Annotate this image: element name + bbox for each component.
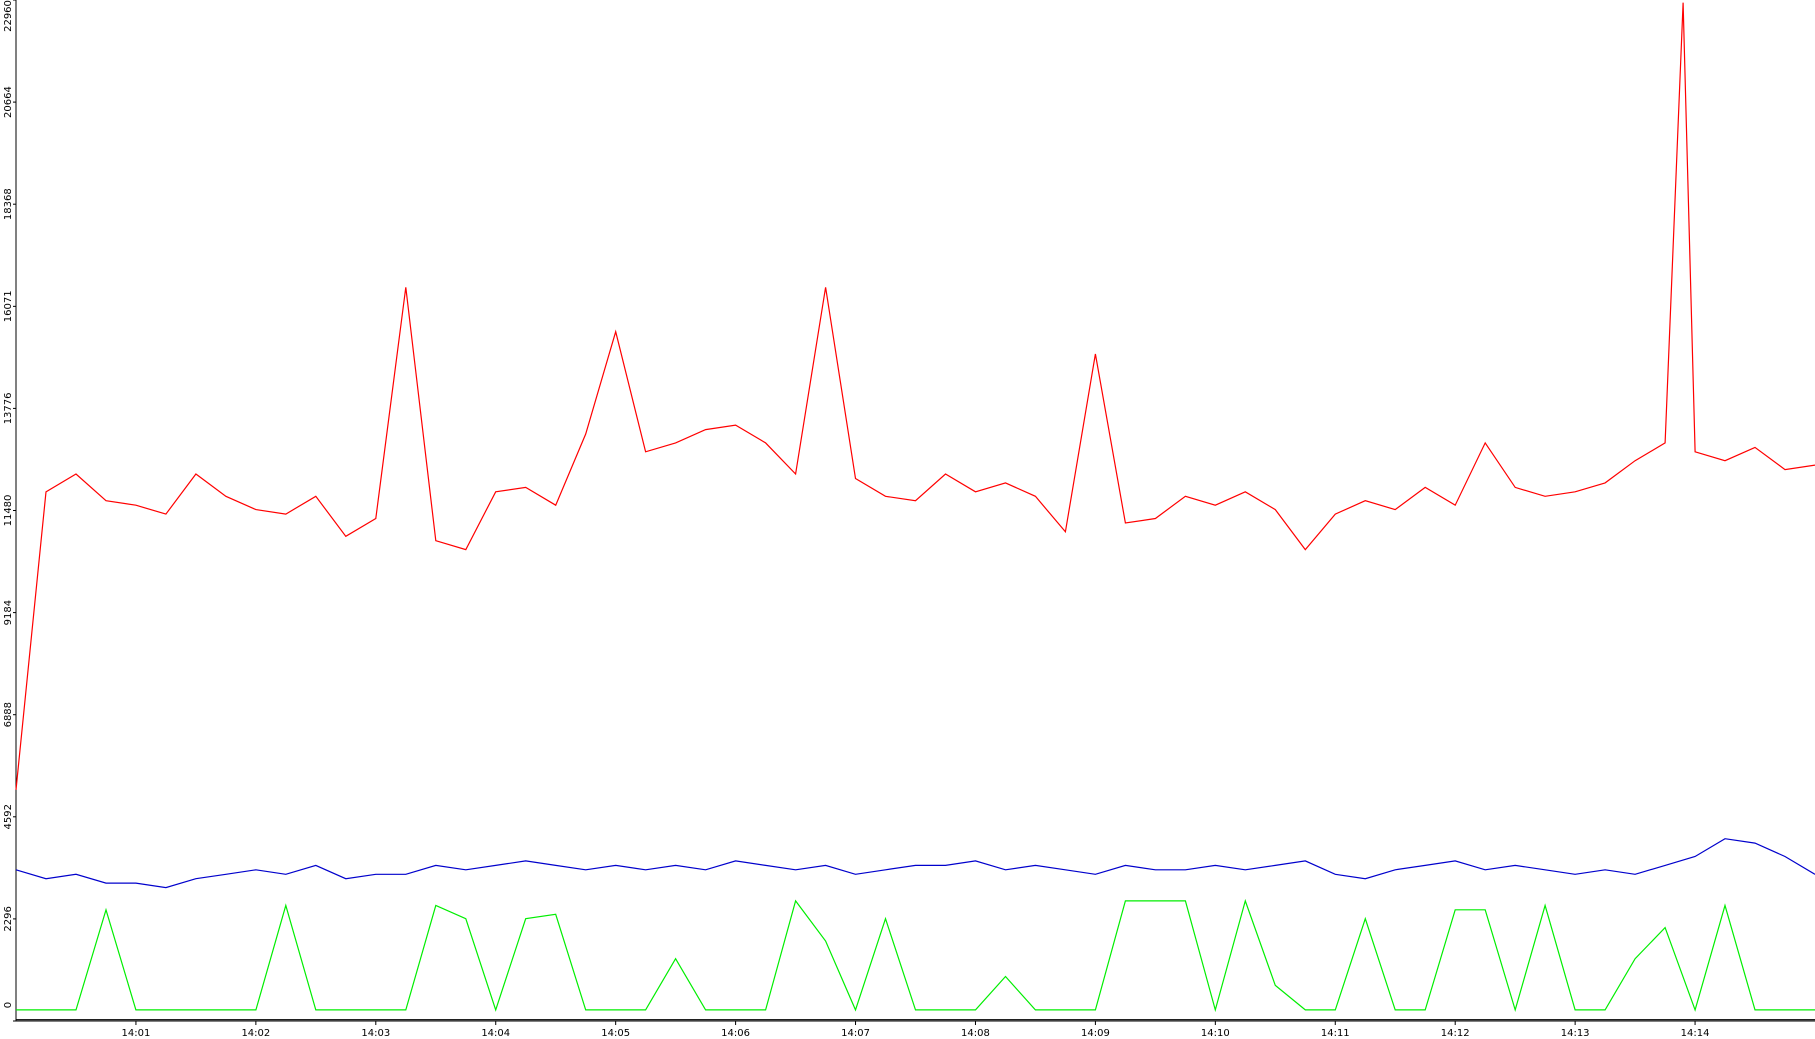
x-tick-label: 14:13 [1561,1028,1590,1039]
y-tick-label: 9184 [3,600,14,625]
x-tick-label: 14:01 [122,1028,151,1039]
y-tick-label: 22960 [3,0,14,32]
series-line [15,838,1815,889]
series-line [16,898,1815,1013]
x-tick-label: 14:02 [241,1028,270,1039]
y-tick-label: 16071 [3,290,14,322]
x-tick-label: 14:12 [1441,1028,1470,1039]
series-line [15,2,1815,790]
y-tick-label: 2296 [3,906,14,931]
x-tick-label: 14:09 [1081,1028,1110,1039]
y-tick-label: 0 [3,1002,14,1008]
y-tick-label: 11480 [3,495,14,527]
y-tick-label: 4592 [3,804,14,829]
x-tick-label: 14:07 [841,1028,870,1039]
x-tick-label: 14:06 [721,1028,750,1039]
x-tick-label: 14:08 [961,1028,990,1039]
y-tick-label: 18368 [3,188,14,220]
y-tick-label: 13776 [3,392,14,424]
x-tick-label: 14:10 [1201,1028,1230,1039]
x-tick-label: 14:11 [1321,1028,1350,1039]
x-tick-label: 14:03 [361,1028,390,1039]
x-tick-label: 14:14 [1681,1028,1710,1039]
y-tick-label: 20664 [3,86,14,118]
x-tick-label: 14:04 [481,1028,510,1039]
y-tick-label: 6888 [3,702,14,727]
x-tick-label: 14:05 [601,1028,630,1039]
